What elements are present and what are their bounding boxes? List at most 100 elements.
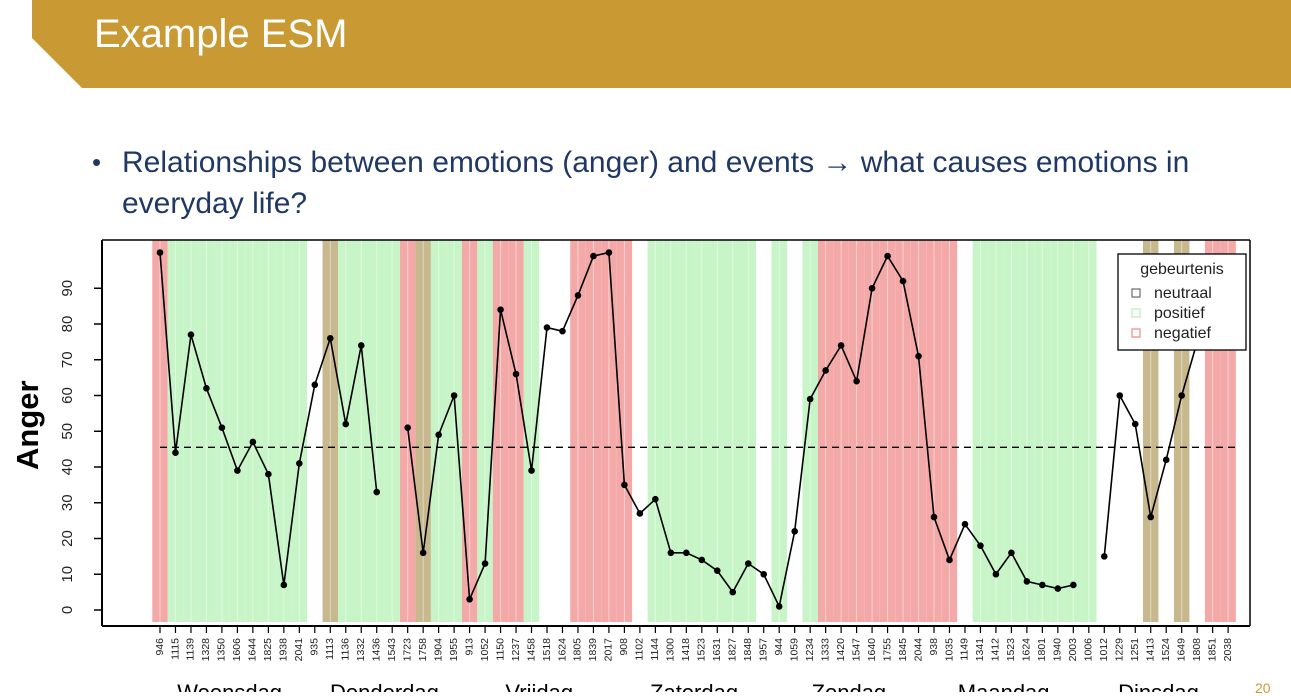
data-point <box>280 581 288 589</box>
x-tick-label: 935 <box>309 638 321 656</box>
event-band <box>368 240 385 622</box>
data-point <box>667 549 675 557</box>
x-tick-label: 2038 <box>1222 638 1234 662</box>
event-band <box>477 240 493 622</box>
x-tick-label: 913 <box>463 638 475 656</box>
x-tick-label: 1957 <box>758 638 770 662</box>
event-band <box>384 240 400 622</box>
y-tick-label: 30 <box>59 494 76 511</box>
data-point <box>296 460 303 467</box>
x-tick-label: 946 <box>154 638 166 656</box>
x-tick-label: 1333 <box>819 638 831 662</box>
x-tick-label: 1418 <box>680 638 692 662</box>
x-tick-label: 938 <box>928 638 940 656</box>
x-tick-label: 1052 <box>479 638 491 662</box>
event-band <box>725 240 741 622</box>
event-band <box>1034 240 1051 622</box>
data-point <box>884 252 891 260</box>
x-tick-label: 1458 <box>525 638 537 662</box>
x-tick-label: 1012 <box>1098 638 1110 662</box>
legend-entry: positief <box>1154 305 1205 322</box>
data-point <box>265 470 272 478</box>
x-tick-label: 1341 <box>974 638 986 662</box>
x-tick-label: 1229 <box>1114 638 1126 662</box>
y-tick-label: 20 <box>59 530 76 547</box>
event-band <box>461 240 478 622</box>
data-point <box>992 570 1000 578</box>
x-tick-label: 2017 <box>603 638 615 662</box>
x-tick-label: 1115 <box>169 638 181 660</box>
event-band <box>585 240 602 622</box>
x-tick-label: 1144 <box>649 638 661 661</box>
day-label: Zondag <box>812 680 887 692</box>
x-tick-label: 1251 <box>1129 638 1141 662</box>
data-point <box>915 352 922 360</box>
data-point <box>528 467 535 474</box>
event-band <box>864 240 880 622</box>
x-tick-label: 1758 <box>417 638 429 662</box>
event-band <box>895 240 911 622</box>
x-tick-label: 1904 <box>432 638 444 662</box>
x-tick-label: 1035 <box>943 638 955 662</box>
event-band <box>771 240 787 622</box>
series-line <box>406 251 1074 609</box>
data-point <box>1100 553 1108 560</box>
y-tick-label: 10 <box>59 566 76 583</box>
event-band <box>879 240 896 622</box>
data-point <box>837 342 845 349</box>
x-tick-label: 1805 <box>572 638 584 662</box>
data-point <box>775 603 783 610</box>
event-band <box>183 240 199 622</box>
event-band <box>802 240 818 622</box>
data-point <box>1039 581 1046 589</box>
data-point <box>419 549 427 557</box>
data-point <box>450 392 458 399</box>
y-tick-label: 60 <box>59 387 76 404</box>
x-tick-label: 1825 <box>262 638 274 662</box>
data-point <box>435 431 442 439</box>
x-tick-label: 1723 <box>401 638 413 662</box>
day-label: Dinsdag <box>1118 680 1199 692</box>
legend-swatch <box>1131 288 1141 298</box>
x-tick-label: 1300 <box>665 638 677 662</box>
event-band <box>616 240 633 622</box>
x-tick-label: 1839 <box>587 638 599 662</box>
data-point <box>249 438 257 446</box>
x-tick-label: 1649 <box>1175 638 1187 662</box>
x-tick-label: 1543 <box>386 638 398 662</box>
data-point <box>574 292 582 299</box>
bullet-text: Relationships between emotions (anger) a… <box>122 146 1190 220</box>
event-band <box>167 240 184 622</box>
data-point <box>946 556 953 564</box>
x-tick-label: 1059 <box>788 638 800 662</box>
event-band <box>214 240 230 622</box>
event-band <box>1019 240 1035 622</box>
data-point <box>357 342 365 349</box>
x-tick-label: 1420 <box>835 638 847 662</box>
event-band <box>492 240 509 622</box>
data-point <box>683 549 690 557</box>
event-band <box>338 240 354 622</box>
event-band <box>663 240 679 622</box>
x-tick-label: 1631 <box>711 638 723 662</box>
x-tick-label: 2003 <box>1067 638 1079 662</box>
data-point <box>930 513 938 521</box>
x-tick-label: 1350 <box>216 638 228 662</box>
data-point <box>543 324 551 331</box>
x-tick-label: 1436 <box>371 638 383 662</box>
event-band <box>276 240 292 622</box>
page-number: 20 <box>1255 680 1271 696</box>
day-label: Woensdag <box>177 680 282 692</box>
data-point <box>961 520 969 528</box>
event-band <box>430 240 447 622</box>
x-tick-label: 1755 <box>881 638 893 662</box>
data-point <box>234 467 241 474</box>
x-tick-label: 1412 <box>990 638 1002 662</box>
data-point <box>187 331 195 339</box>
data-point <box>1147 513 1155 521</box>
data-point <box>822 367 829 374</box>
event-band <box>570 240 586 622</box>
event-band <box>941 240 958 622</box>
x-tick-label: 2044 <box>912 638 924 662</box>
